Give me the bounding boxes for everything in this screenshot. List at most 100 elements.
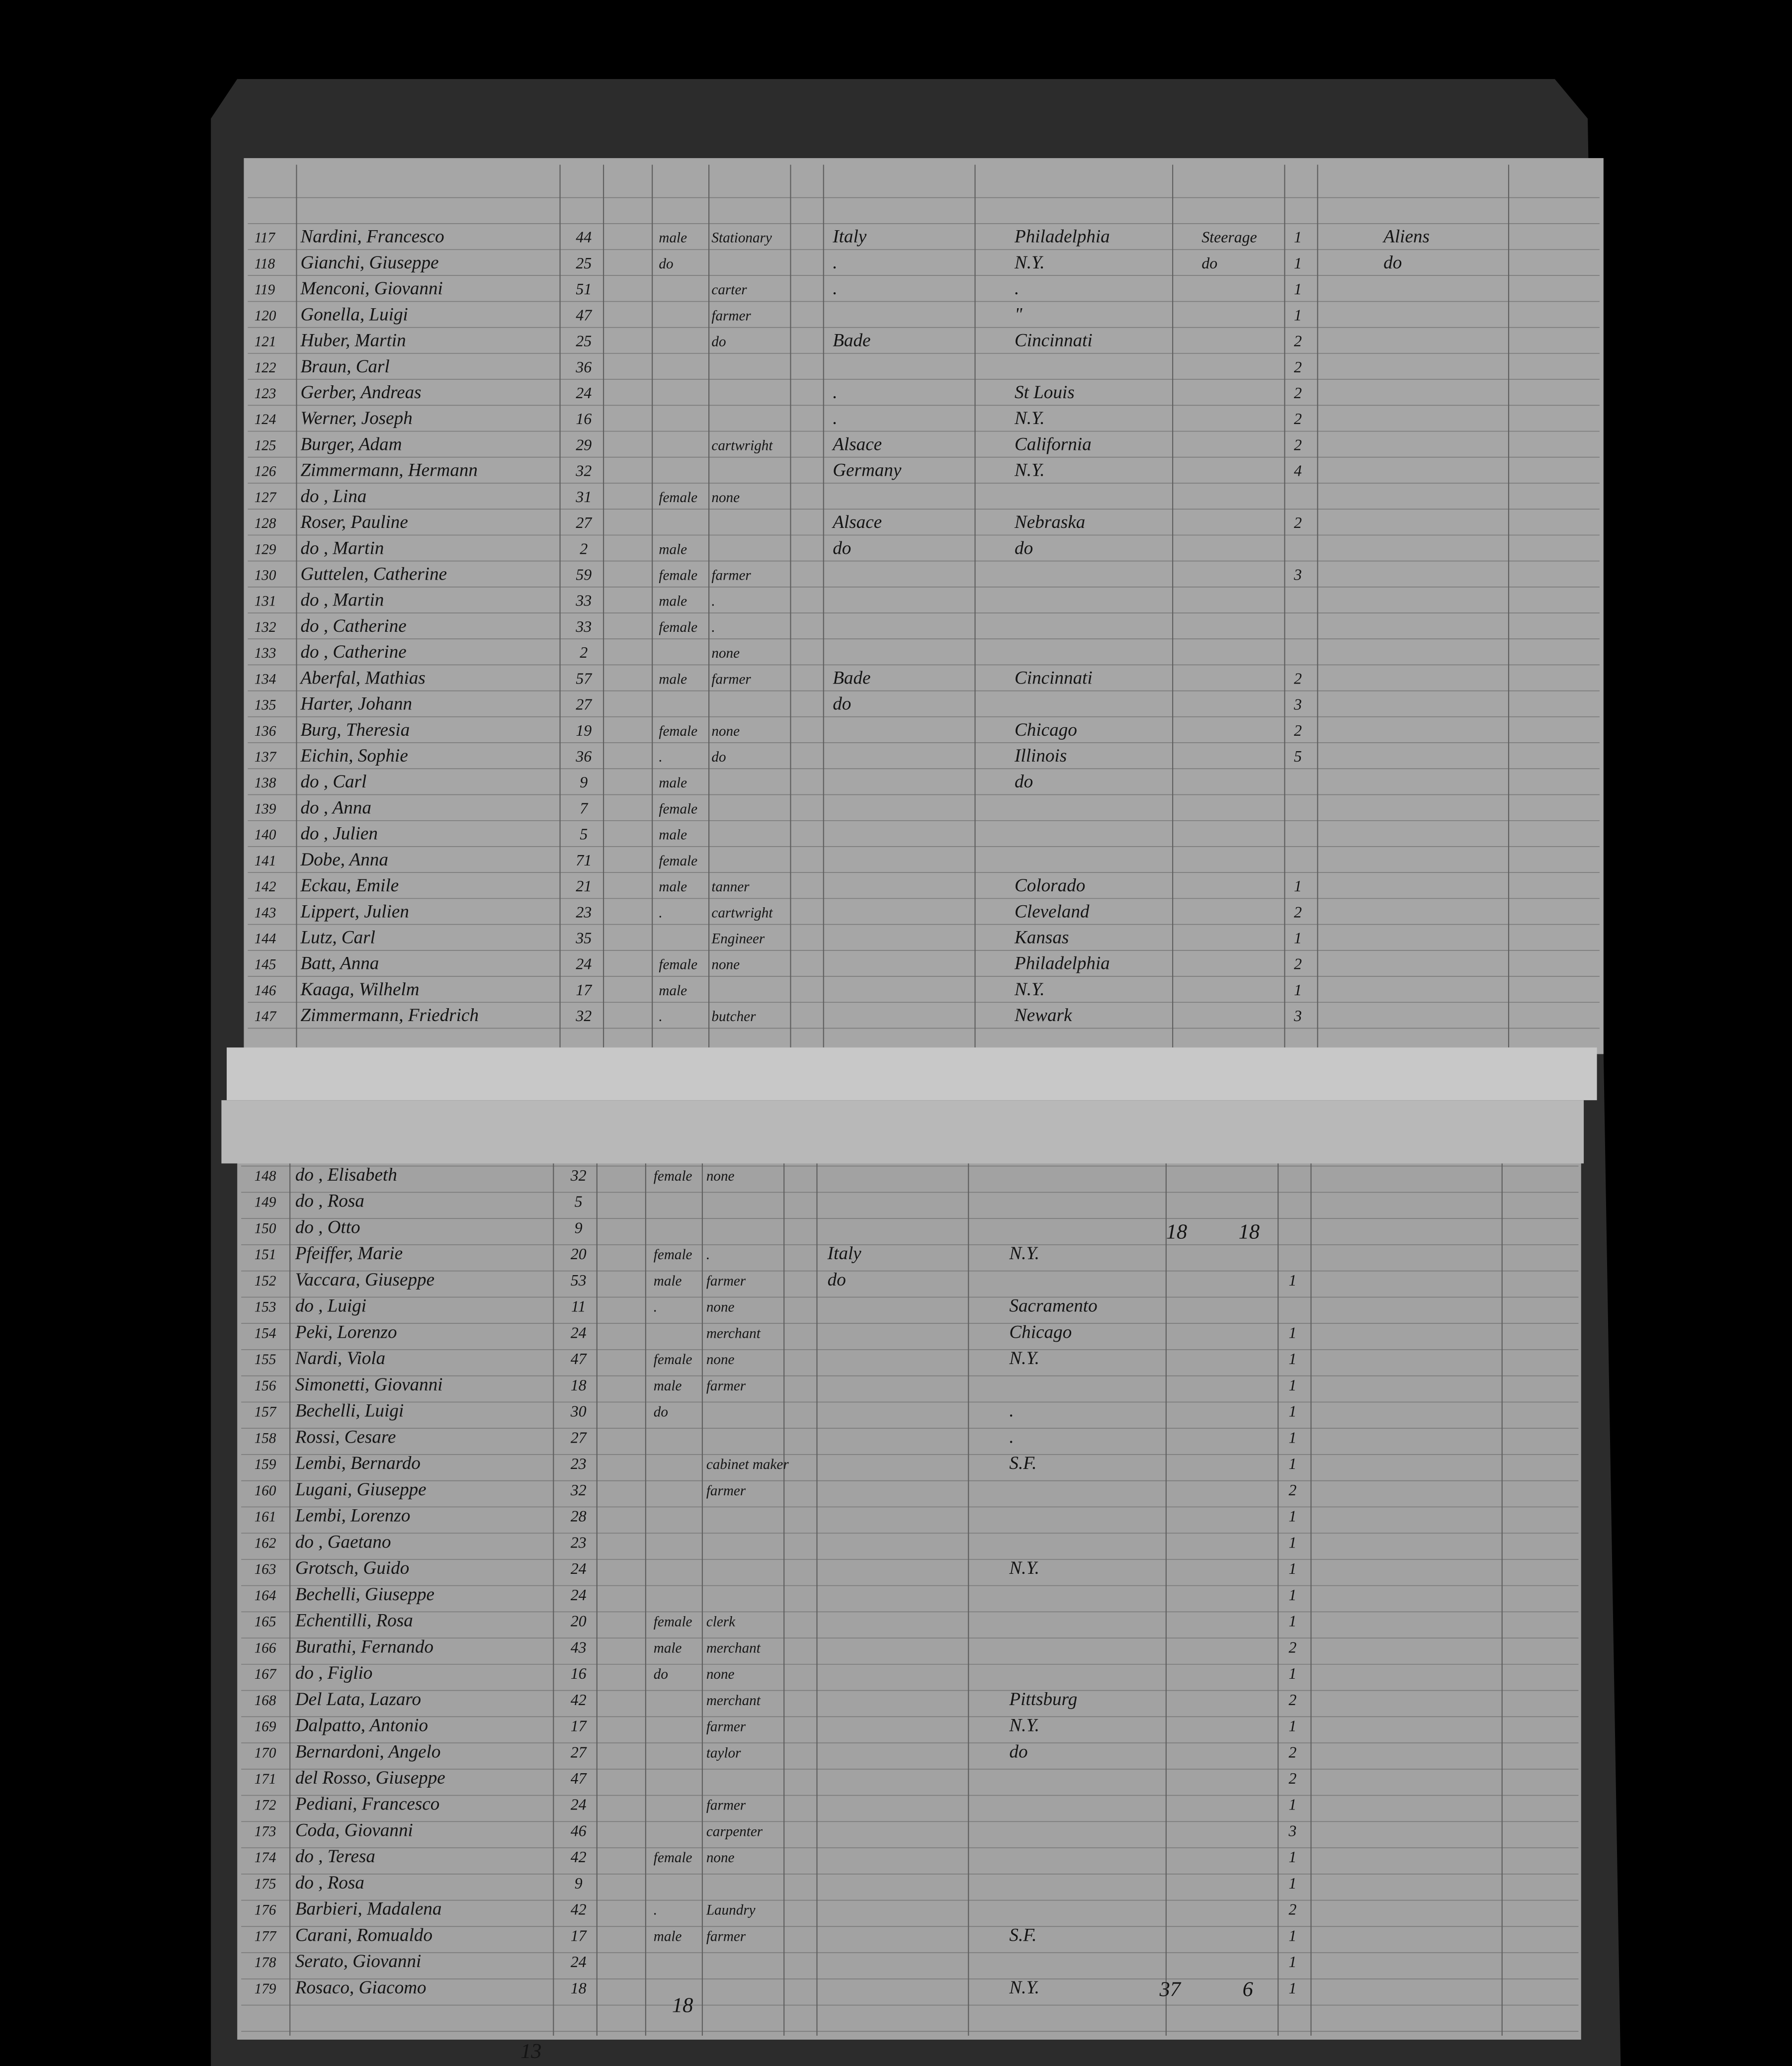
- cell-name: Pediani, Francesco: [295, 1794, 439, 1814]
- cell-name: Eckau, Emile: [300, 875, 399, 896]
- cell-age: 23: [576, 903, 592, 921]
- page-top: [244, 158, 1604, 1054]
- cell-occ: .: [711, 619, 715, 635]
- cell-age: 18: [571, 1980, 587, 1997]
- cell-no: 148: [255, 1168, 276, 1184]
- cell-pieces: 1: [1288, 1403, 1296, 1420]
- cell-dest: S.F.: [1009, 1925, 1036, 1945]
- cell-no: 118: [255, 256, 275, 272]
- cell-no: 126: [255, 464, 276, 480]
- cell-pieces: 1: [1294, 877, 1302, 895]
- cell-no: 134: [255, 671, 276, 687]
- cell-name: do , Elisabeth: [295, 1165, 397, 1185]
- cell-pieces: 1: [1294, 930, 1302, 947]
- cell-name: do , Catherine: [300, 642, 406, 662]
- tape: [227, 1047, 1597, 1101]
- cell-age: 24: [571, 1796, 587, 1813]
- cell-age: 24: [571, 1560, 587, 1577]
- cell-no: 127: [255, 490, 277, 506]
- cell-sex: do: [659, 256, 673, 272]
- cell-age: 27: [576, 514, 592, 531]
- cell-no: 164: [255, 1588, 276, 1604]
- cell-age: 9: [580, 774, 588, 791]
- cell-name: Bechelli, Giuseppe: [295, 1584, 434, 1605]
- cell-sex: do: [654, 1404, 668, 1420]
- cell-occ: clerk: [706, 1614, 736, 1630]
- cell-occ: farmer: [711, 671, 751, 687]
- cell-no: 170: [255, 1745, 276, 1761]
- cell-sex: .: [654, 1299, 657, 1315]
- cell-name: Bechelli, Luigi: [295, 1401, 404, 1421]
- cell-occ: farmer: [711, 567, 751, 583]
- cell-no: 130: [255, 567, 276, 583]
- cell-age: 24: [571, 1586, 587, 1604]
- tally-mark: 18: [1166, 1220, 1187, 1243]
- cell-no: 162: [255, 1535, 276, 1551]
- cell-pieces: 1: [1294, 280, 1302, 298]
- cell-no: 117: [255, 230, 276, 246]
- cell-name: Peki, Lorenzo: [295, 1322, 397, 1342]
- cell-name: Rossi, Cesare: [295, 1427, 396, 1447]
- cell-age: 18: [571, 1377, 587, 1394]
- cell-age: 47: [571, 1350, 587, 1368]
- cell-dest: Philadelphia: [1014, 227, 1110, 247]
- cell-age: 20: [571, 1613, 587, 1630]
- cell-age: 27: [576, 696, 592, 713]
- cell-no: 122: [255, 360, 276, 376]
- cell-pieces: 1: [1288, 1796, 1296, 1813]
- cell-country: .: [833, 382, 837, 403]
- cell-no: 159: [255, 1457, 276, 1472]
- cell-age: 16: [576, 410, 592, 428]
- cell-no: 142: [255, 879, 276, 895]
- cell-no: 136: [255, 723, 276, 739]
- cell-no: 128: [255, 516, 276, 531]
- cell-no: 139: [255, 801, 276, 817]
- cell-pieces: 1: [1294, 981, 1302, 999]
- cell-name: Zimmermann, Friedrich: [300, 1005, 479, 1026]
- cell-name: Nardi, Viola: [295, 1348, 385, 1369]
- cell-country: .: [833, 253, 837, 273]
- cell-name: Nardini, Francesco: [300, 227, 444, 247]
- cell-sex: male: [654, 1928, 682, 1944]
- cell-name: Carani, Romualdo: [295, 1925, 432, 1945]
- cell-age: 16: [571, 1665, 587, 1682]
- cell-dest: N.Y.: [1014, 408, 1045, 429]
- cell-no: 153: [255, 1299, 276, 1315]
- cell-no: 173: [255, 1823, 276, 1839]
- cell-age: 42: [571, 1848, 587, 1866]
- cell-occ: farmer: [711, 308, 751, 324]
- cell-sex: male: [654, 1640, 682, 1656]
- cell-age: 57: [576, 670, 592, 687]
- cell-name: Lugani, Giuseppe: [295, 1479, 427, 1500]
- cell-name: do , Otto: [295, 1217, 360, 1237]
- tally-mark: 18: [672, 1993, 693, 2017]
- cell-occ: none: [711, 723, 740, 739]
- cell-pieces: 2: [1294, 670, 1302, 687]
- cell-sex: female: [659, 567, 697, 583]
- cell-no: 143: [255, 905, 276, 921]
- cell-no: 158: [255, 1430, 276, 1446]
- cell-age: 24: [571, 1953, 587, 1971]
- cell-country: Alsace: [831, 434, 882, 454]
- cell-age: 30: [570, 1403, 587, 1420]
- cell-no: 163: [255, 1561, 276, 1577]
- cell-name: do , Gaetano: [295, 1532, 391, 1552]
- cell-age: 17: [571, 1718, 587, 1735]
- cell-pieces: 1: [1288, 1508, 1296, 1525]
- cell-sex: female: [654, 1352, 692, 1368]
- cell-age: 35: [575, 930, 592, 947]
- cell-dest: do: [1009, 1741, 1027, 1762]
- cell-pieces: 2: [1294, 722, 1302, 739]
- cell-pieces: 2: [1288, 1691, 1296, 1709]
- cell-no: 144: [255, 931, 276, 947]
- cell-age: 47: [576, 306, 592, 324]
- cell-dest: Philadelphia: [1014, 953, 1110, 974]
- cell-name: Lippert, Julien: [300, 901, 409, 922]
- cell-age: 32: [570, 1481, 587, 1499]
- tape: [221, 1100, 1584, 1164]
- cell-pieces: 2: [1294, 410, 1302, 428]
- cell-pieces: 1: [1294, 306, 1302, 324]
- cell-sex: male: [659, 827, 687, 843]
- cell-occ: merchant: [706, 1325, 761, 1341]
- cell-dest: Illinois: [1014, 746, 1067, 766]
